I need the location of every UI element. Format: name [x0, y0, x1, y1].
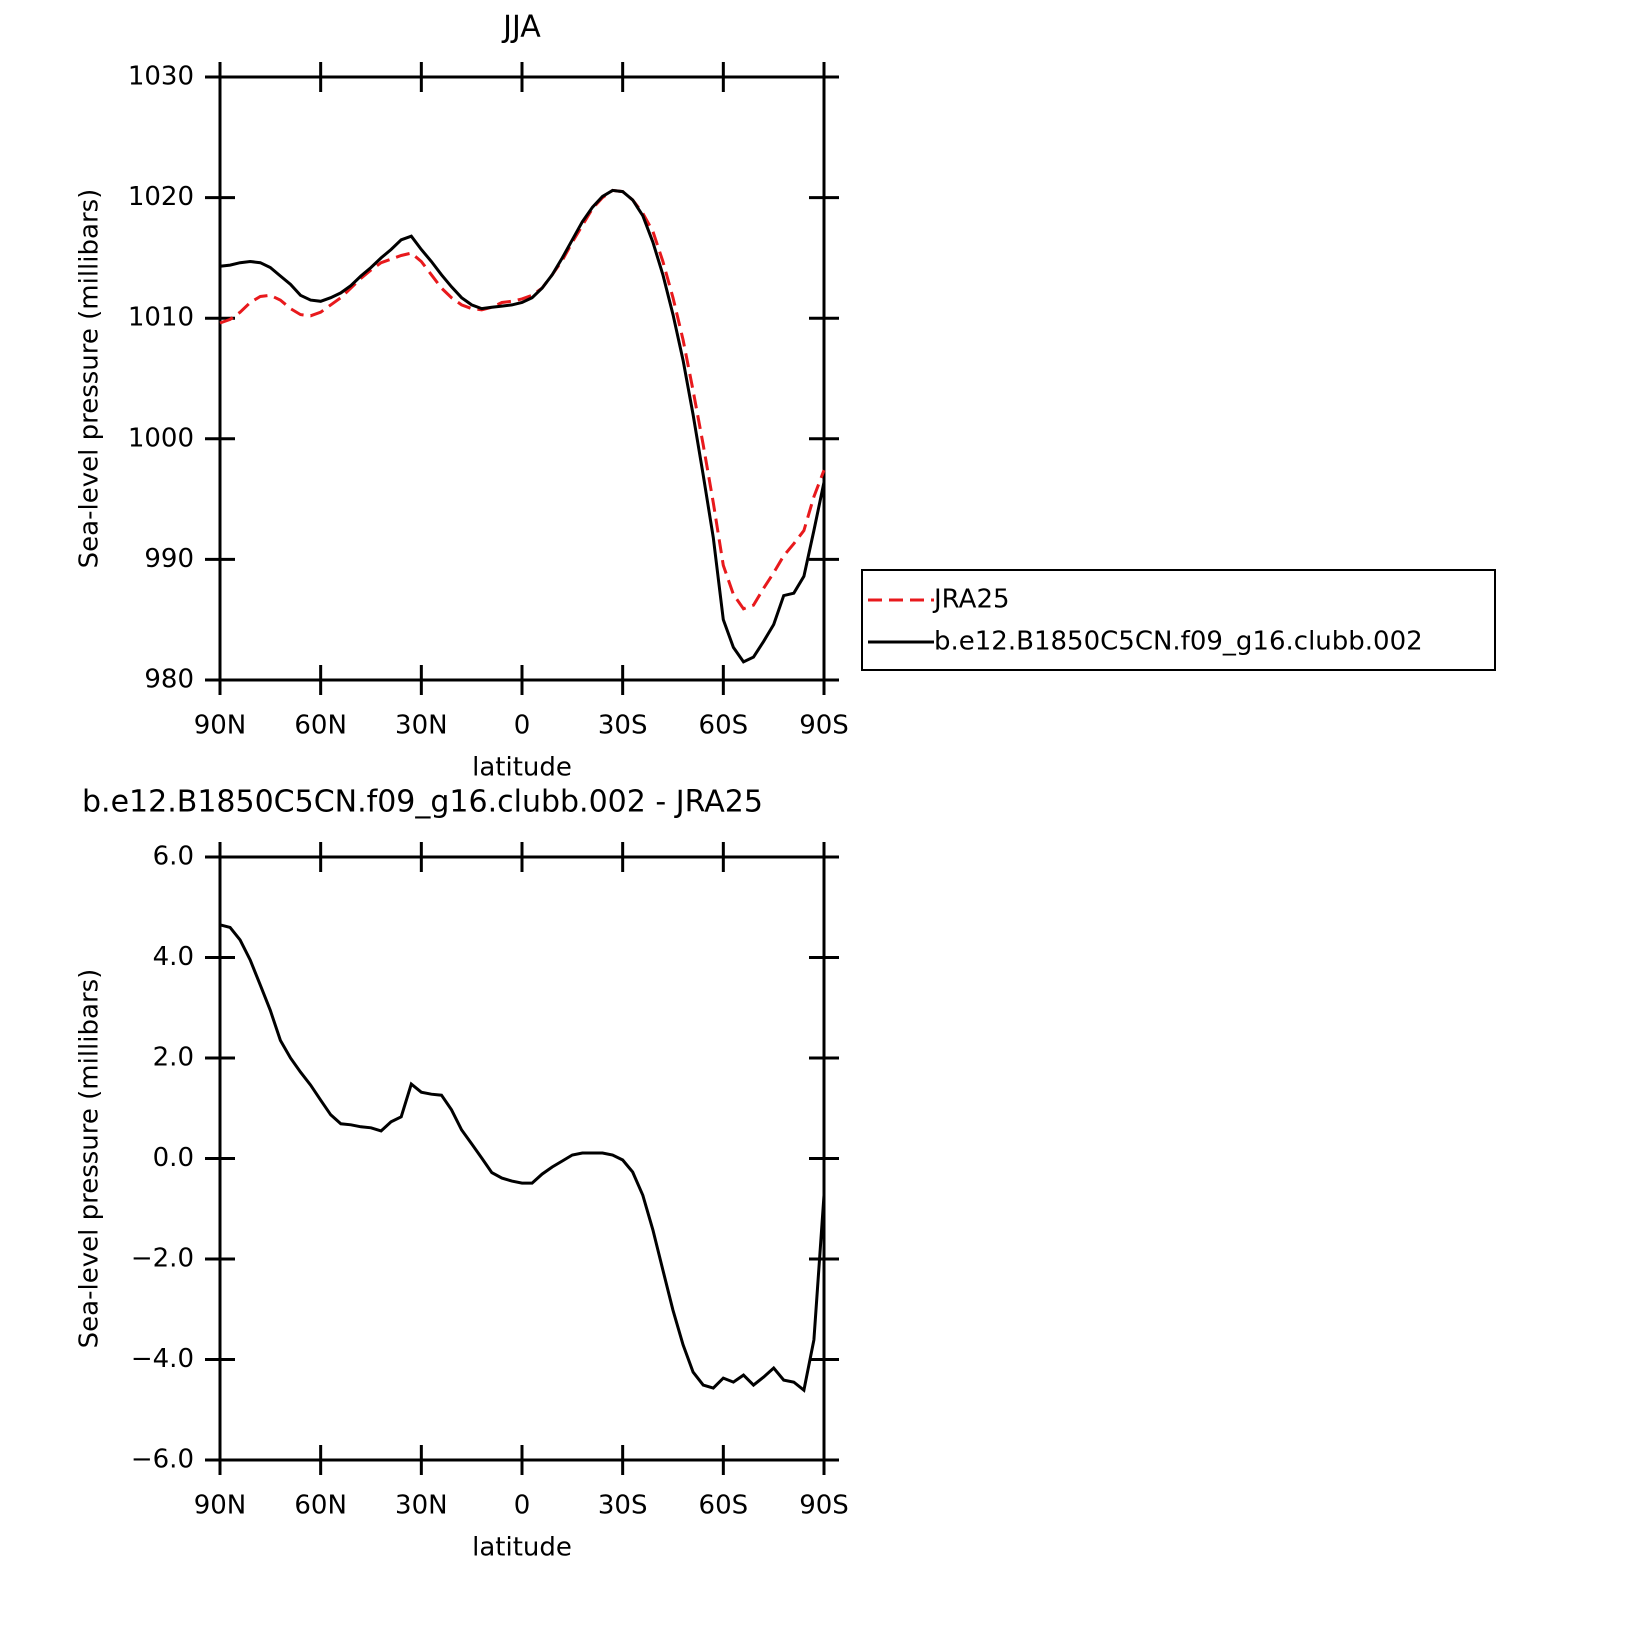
x-tick-label: 60N [294, 1491, 347, 1521]
x-tick-label: 0 [514, 1491, 531, 1521]
y-tick-label: 4.0 [153, 942, 194, 972]
y-tick-label: −4.0 [131, 1344, 194, 1374]
x-tick-label: 90S [799, 1491, 849, 1521]
y-tick-label: 1030 [128, 62, 194, 92]
legend-label: b.e12.B1850C5CN.f09_g16.clubb.002 [934, 627, 1423, 657]
x-axis-label: latitude [472, 753, 572, 783]
chart-title: b.e12.B1850C5CN.f09_g16.clubb.002 - JRA2… [82, 785, 763, 820]
x-tick-label: 90N [194, 1491, 247, 1521]
legend-box [861, 569, 1496, 671]
x-tick-label: 0 [514, 711, 531, 741]
data-line [219, 188, 826, 664]
x-tick-label: 60S [699, 1491, 749, 1521]
y-tick-label: 1010 [128, 303, 194, 333]
y-tick-label: 0.0 [153, 1143, 194, 1173]
legend-label: JRA25 [932, 585, 1010, 615]
y-tick-label: −2.0 [131, 1244, 194, 1274]
y-tick-label: 6.0 [153, 842, 194, 872]
chart-title: JJA [501, 10, 541, 45]
x-tick-label: 30S [598, 1491, 648, 1521]
plot-frame [218, 855, 826, 1462]
x-tick-label: 30S [598, 711, 648, 741]
x-tick-label: 60S [699, 711, 749, 741]
x-tick-label: 30N [395, 1491, 448, 1521]
y-axis-label: Sea-level pressure (millibars) [75, 969, 105, 1349]
plot-frame [218, 75, 826, 682]
y-tick-label: 2.0 [153, 1043, 194, 1073]
y-tick-label: 990 [144, 544, 194, 574]
x-tick-label: 90N [194, 711, 247, 741]
x-tick-label: 60N [294, 711, 347, 741]
y-tick-label: −6.0 [131, 1445, 194, 1475]
y-tick-label: 980 [144, 665, 194, 695]
data-line [219, 923, 826, 1393]
y-tick-label: 1000 [128, 423, 194, 453]
y-axis-label: Sea-level pressure (millibars) [75, 189, 105, 569]
x-tick-label: 90S [799, 711, 849, 741]
x-tick-label: 30N [395, 711, 448, 741]
x-axis-label: latitude [472, 1533, 572, 1563]
y-tick-label: 1020 [128, 182, 194, 212]
data-line [219, 188, 826, 611]
